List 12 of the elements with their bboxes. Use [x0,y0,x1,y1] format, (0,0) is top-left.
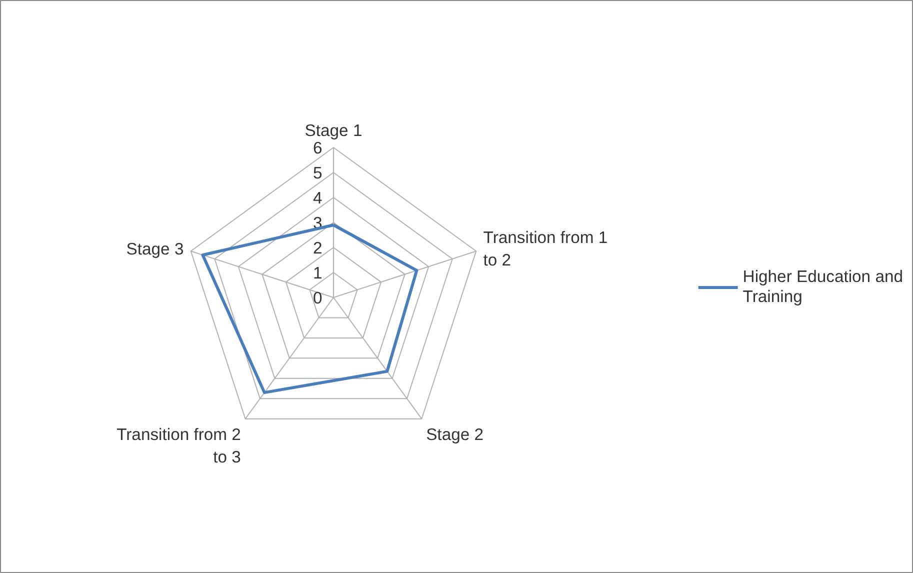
y-tick-label: 5 [312,164,322,182]
spoke-label: Transition from 2 to 3 [116,424,241,467]
y-tick-label: 6 [312,138,322,158]
y-tick-label: 1 [312,264,322,282]
spoke-label: Stage 1 [304,121,362,140]
spoke-label: Stage 3 [126,239,184,258]
y-tick-label: 0 [312,288,322,308]
spoke-label: Stage 2 [426,424,484,444]
y-tick-label: 4 [312,188,322,208]
legend-label: Higher Education and Training [742,266,903,306]
spoke-label: Transition from 1 to 2 [483,228,608,270]
y-tick-label: 2 [312,238,322,258]
